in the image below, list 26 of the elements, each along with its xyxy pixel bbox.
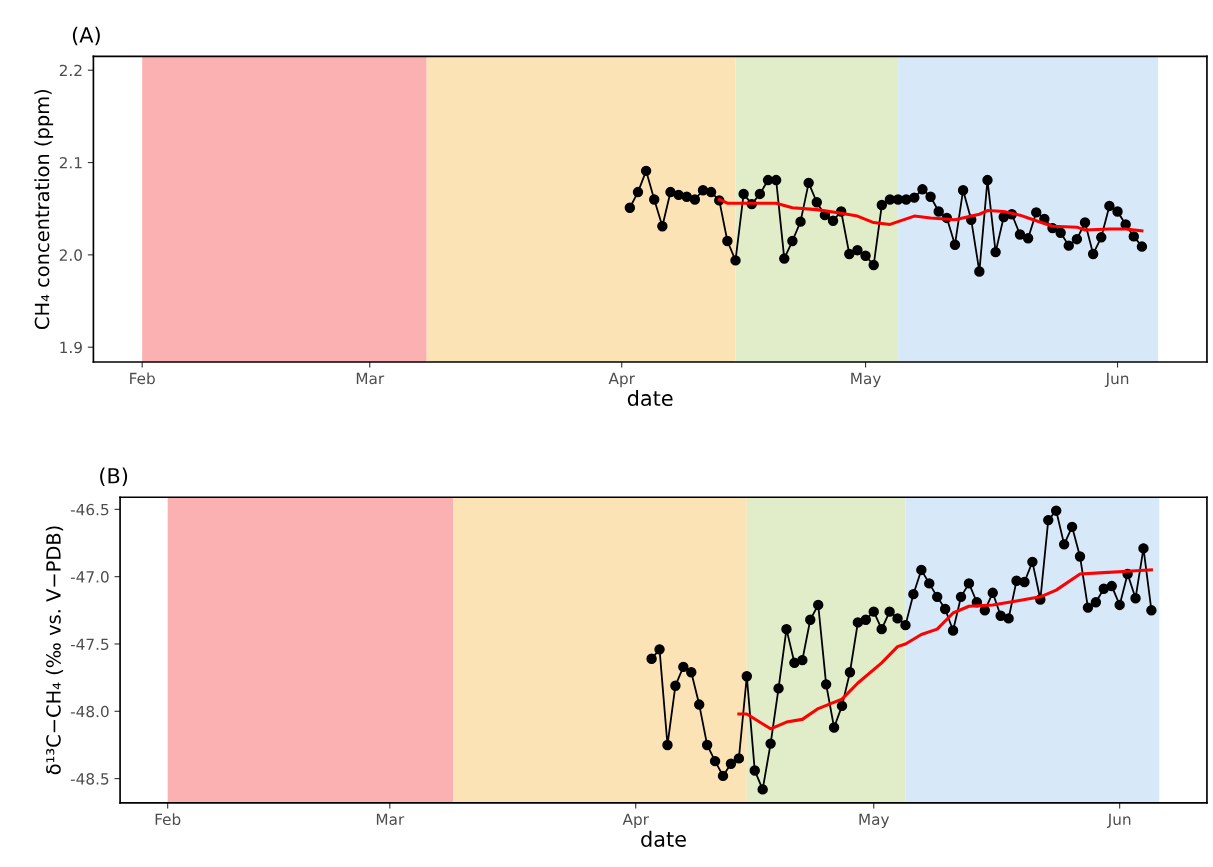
x-tick-label: Mar <box>356 372 385 385</box>
x-tick-label: Feb <box>130 372 155 385</box>
x-tick-label: Apr <box>622 813 649 829</box>
x-axis-title: date <box>641 830 686 847</box>
y-axis-title: CH₄ concentration (ppm) <box>34 89 54 329</box>
x-axis-title: date <box>627 389 673 407</box>
chart-title: (B) <box>100 467 128 487</box>
x-tick-label: May <box>851 372 881 388</box>
y-tick-label: -46.5 <box>70 503 109 516</box>
x-tick-label: Apr <box>608 372 635 388</box>
y-tick-label: -47.0 <box>70 571 109 583</box>
y-tick-label: 2.0 <box>59 249 82 261</box>
y-tick-label: -48.0 <box>70 705 109 718</box>
x-tick-label: May <box>859 813 890 829</box>
y-axis-title: δ¹³C−CH₄ (‰ vs. V−PDB) <box>45 526 64 775</box>
y-tick-label: 2.1 <box>59 157 82 169</box>
x-tick-label: Feb <box>155 813 181 826</box>
chart-title: (A) <box>72 26 100 46</box>
y-tick-label: -48.5 <box>70 773 109 785</box>
y-tick-label: -47.5 <box>70 638 109 650</box>
line-series <box>737 568 1153 731</box>
y-tick-label: 2.2 <box>59 64 82 77</box>
x-tick-label: Mar <box>376 813 405 826</box>
x-tick-label: Jun <box>1106 813 1131 828</box>
y-tick-label: 1.9 <box>60 341 82 354</box>
x-tick-label: Jun <box>1104 372 1129 388</box>
